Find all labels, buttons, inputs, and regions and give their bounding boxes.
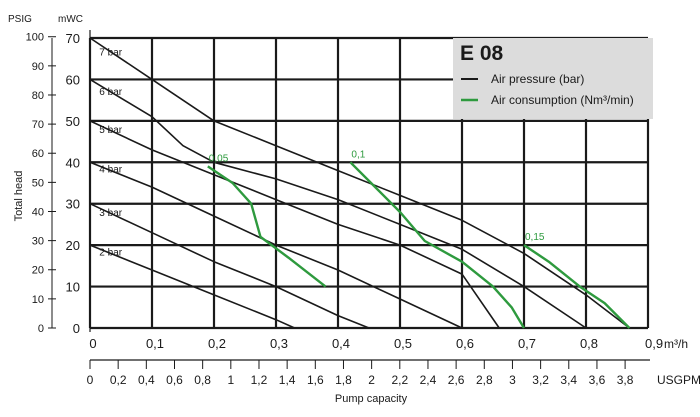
plot-frame bbox=[48, 30, 650, 369]
y-tick-label-mwc: 70 bbox=[66, 31, 80, 46]
y-tick-label-mwc: 60 bbox=[66, 72, 80, 87]
y-tick-label-mwc: 10 bbox=[66, 280, 80, 295]
pressure-curve bbox=[89, 161, 463, 329]
air-consumption-curves: 0,05 0,1 0,15 bbox=[207, 149, 631, 329]
y-axis-label: Total head bbox=[13, 171, 25, 222]
x-tick-label-usgpm: 0,2 bbox=[110, 373, 127, 387]
pressure-curve-label: 4 bar bbox=[99, 165, 122, 176]
x-tick-label-usgpm: 3,4 bbox=[560, 373, 577, 387]
y-tick-label-psig: 40 bbox=[32, 206, 44, 218]
air-consumption-label: 0,1 bbox=[351, 149, 365, 160]
x-tick-label-usgpm: 2,4 bbox=[420, 373, 437, 387]
y-tick-label-psig: 50 bbox=[32, 177, 44, 189]
legend-label-air-pressure: Air pressure (bar) bbox=[491, 72, 584, 86]
y-tick-label-psig: 90 bbox=[32, 61, 44, 73]
pressure-curve-label: 5 bar bbox=[99, 125, 122, 136]
x-tick-label-usgpm: 0,8 bbox=[194, 373, 211, 387]
y-tick-label-psig: 80 bbox=[32, 90, 44, 102]
y-unit-psig: PSIG bbox=[8, 14, 32, 25]
y-tick-label-mwc: 50 bbox=[66, 114, 80, 129]
x-tick-label-m3h: 0,3 bbox=[270, 336, 288, 351]
legend-label-air-consumption: Air consumption (Nm³/min) bbox=[491, 93, 634, 107]
y-tick-label-mwc: 0 bbox=[73, 321, 80, 336]
x-tick-label-m3h: 0,2 bbox=[208, 336, 226, 351]
x-tick-label-usgpm: 3,6 bbox=[589, 373, 606, 387]
x-tick-label-usgpm: 0,4 bbox=[138, 373, 155, 387]
x-tick-label-usgpm: 3,2 bbox=[532, 373, 549, 387]
x-tick-label-usgpm: 3,8 bbox=[617, 373, 634, 387]
x-tick-label-m3h: 0,9 bbox=[645, 336, 663, 351]
y-tick-label-mwc: 20 bbox=[66, 238, 80, 253]
x-tick-label-m3h: 0,8 bbox=[580, 336, 598, 351]
y-tick-label-psig: 10 bbox=[32, 294, 44, 306]
pressure-curve-label: 6 bar bbox=[99, 87, 122, 98]
legend: E 08 Air pressure (bar) Air consumption … bbox=[453, 38, 653, 119]
pressure-curve bbox=[89, 78, 587, 329]
x-tick-label-m3h: 0,1 bbox=[146, 336, 164, 351]
air-consumption-curve bbox=[523, 244, 631, 329]
x-tick-label-usgpm: 0 bbox=[87, 373, 94, 387]
pressure-curve bbox=[89, 120, 500, 329]
y-tick-label-psig: 20 bbox=[32, 265, 44, 277]
x-tick-label-usgpm: 2,2 bbox=[391, 373, 408, 387]
x-tick-label-usgpm: 2,8 bbox=[476, 373, 493, 387]
chart-title: E 08 bbox=[460, 42, 504, 65]
x-tick-label-m3h: 0,6 bbox=[456, 336, 474, 351]
air-consumption-label: 0,05 bbox=[209, 153, 229, 164]
axes: PSIG mWC Total head m³/h USGPM Pump capa… bbox=[8, 14, 700, 405]
x-tick-label-m3h: 0 bbox=[89, 336, 96, 351]
pressure-curve-label: 3 bar bbox=[99, 208, 122, 219]
x-tick-label-usgpm: 1,2 bbox=[251, 373, 268, 387]
x-bottom-unit: USGPM bbox=[657, 373, 700, 387]
y-unit-mwc: mWC bbox=[58, 14, 83, 25]
x-tick-label-m3h: 0,7 bbox=[518, 336, 536, 351]
y-tick-label-psig: 60 bbox=[32, 148, 44, 160]
y-tick-label-mwc: 30 bbox=[66, 197, 80, 212]
air-consumption-curve bbox=[349, 161, 526, 329]
pressure-curve bbox=[89, 202, 370, 329]
x-tick-label-usgpm: 1,8 bbox=[335, 373, 352, 387]
x-tick-label-m3h: 0,4 bbox=[332, 336, 350, 351]
y-tick-label-psig: 30 bbox=[32, 236, 44, 248]
y-tick-label-psig: 70 bbox=[32, 119, 44, 131]
pressure-curve bbox=[89, 37, 630, 329]
x-tick-label-usgpm: 1,6 bbox=[307, 373, 324, 387]
pressure-curve-label: 2 bar bbox=[99, 248, 122, 259]
grid bbox=[88, 36, 650, 330]
x-top-unit: m³/h bbox=[664, 337, 688, 351]
x-tick-label-usgpm: 3 bbox=[509, 373, 516, 387]
y-tick-label-mwc: 40 bbox=[66, 155, 80, 170]
x-tick-label-usgpm: 0,6 bbox=[166, 373, 183, 387]
x-tick-label-usgpm: 1,4 bbox=[279, 373, 296, 387]
x-axis-label: Pump capacity bbox=[335, 393, 408, 405]
x-tick-label-usgpm: 2,6 bbox=[448, 373, 465, 387]
legend-box bbox=[453, 38, 653, 119]
air-consumption-curve bbox=[207, 165, 327, 288]
x-tick-label-m3h: 0,5 bbox=[394, 336, 412, 351]
x-tick-label-usgpm: 2 bbox=[368, 373, 375, 387]
x-tick-label-usgpm: 1 bbox=[227, 373, 234, 387]
air-pressure-curves: 7 bar 6 bar 5 bar 4 bar 3 bar 2 bar bbox=[89, 37, 630, 329]
air-consumption-label: 0,15 bbox=[525, 232, 545, 243]
pressure-curve bbox=[89, 244, 295, 329]
pressure-curve-label: 7 bar bbox=[99, 47, 122, 58]
y-tick-label-psig: 0 bbox=[38, 323, 44, 335]
y-tick-label-psig: 100 bbox=[26, 32, 44, 44]
